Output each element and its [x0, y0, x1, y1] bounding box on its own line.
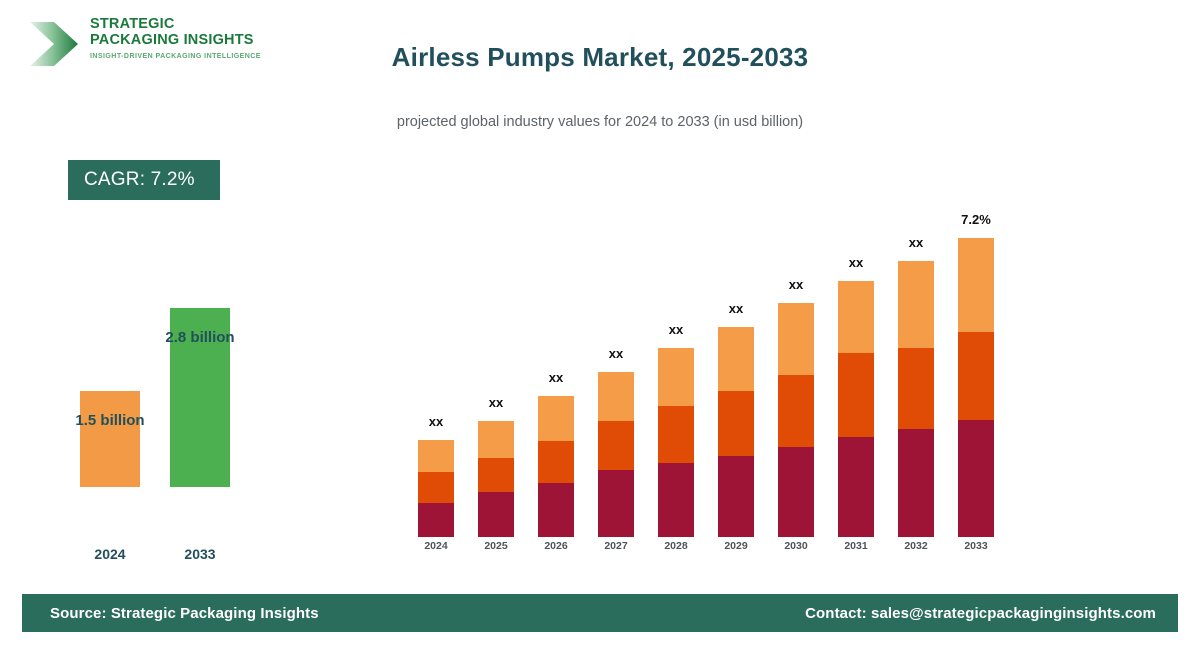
stack-segment-segment-top-2032 [898, 261, 934, 348]
stacked-year-label-2026: 2026 [544, 540, 568, 552]
brand-tagline: INSIGHT-DRIVEN PACKAGING INTELLIGENCE [90, 53, 261, 60]
stack-segment-segment-top-2028 [658, 348, 694, 406]
comparison-bar-2024 [80, 391, 140, 487]
stacked-data-label-2028: xx [668, 322, 684, 337]
cagr-badge: CAGR: 7.2% [68, 160, 220, 200]
stacked-bar-2024 [418, 440, 454, 537]
stack-segment-segment-bottom-2030 [778, 447, 814, 537]
stack-segment-segment-top-2029 [718, 327, 754, 391]
stacked-data-label-2033: 7.2% [961, 212, 991, 227]
stacked-bar-2028 [658, 348, 694, 537]
comparison-bar-chart: 1.5 billion 2024 2.8 billion 2033 [0, 0, 300, 600]
brand-name-line2: PACKAGING INSIGHTS [90, 32, 254, 48]
stack-segment-segment-middle-2024 [418, 472, 454, 503]
stacked-year-label-2033: 2033 [964, 540, 988, 552]
comparison-bar-2033 [170, 308, 230, 487]
stacked-bar-2027 [598, 372, 634, 537]
comparison-year-label-2033: 2033 [184, 546, 216, 562]
stacked-data-label-2027: xx [608, 346, 624, 361]
stacked-year-label-2024: 2024 [424, 540, 448, 552]
stacked-year-label-2028: 2028 [664, 540, 688, 552]
stack-segment-segment-bottom-2025 [478, 492, 514, 537]
stacked-bar-2031 [838, 281, 874, 537]
stack-segment-segment-middle-2026 [538, 441, 574, 483]
stack-segment-segment-bottom-2033 [958, 420, 994, 537]
stack-segment-segment-top-2027 [598, 372, 634, 421]
stack-segment-segment-middle-2031 [838, 353, 874, 437]
footer-source-text: Source: Strategic Packaging Insights [50, 604, 319, 622]
page-subtitle: projected global industry values for 202… [396, 114, 804, 130]
stack-segment-segment-top-2031 [838, 281, 874, 353]
stacked-bar-2030 [778, 303, 814, 537]
stacked-year-label-2031: 2031 [844, 540, 868, 552]
stack-segment-segment-top-2026 [538, 396, 574, 441]
stacked-year-label-2027: 2027 [604, 540, 628, 552]
stacked-bar-2033 [958, 238, 994, 537]
stacked-year-label-2025: 2025 [484, 540, 508, 552]
stacked-data-label-2029: xx [728, 301, 744, 316]
stack-segment-segment-middle-2029 [718, 391, 754, 456]
footer-contact-text: Contact: sales@strategicpackaginginsight… [805, 604, 1156, 622]
stack-segment-segment-middle-2028 [658, 406, 694, 463]
stacked-bar-2032 [898, 261, 934, 537]
stack-segment-segment-bottom-2032 [898, 429, 934, 537]
comparison-value-label-2024: 1.5 billion [75, 412, 145, 429]
stacked-data-label-2030: xx [788, 277, 804, 292]
brand-logo: STRATEGIC PACKAGING INSIGHTS INSIGHT-DRI… [28, 16, 261, 78]
stack-segment-segment-middle-2025 [478, 458, 514, 492]
brand-logo-text: STRATEGIC PACKAGING INSIGHTS INSIGHT-DRI… [90, 16, 261, 60]
stacked-bar-2026 [538, 396, 574, 537]
cagr-badge-label: CAGR: 7.2% [84, 169, 195, 190]
footer-bar: Source: Strategic Packaging Insights Con… [22, 594, 1178, 632]
stacked-bar-2029 [718, 327, 754, 537]
stack-segment-segment-top-2030 [778, 303, 814, 375]
stack-segment-segment-middle-2027 [598, 421, 634, 470]
stacked-year-label-2029: 2029 [724, 540, 748, 552]
comparison-year-label-2024: 2024 [94, 546, 126, 562]
stacked-bar-chart: xx 2024 xx 2025 xx 2026 xx 2027 xx 2028 xx 2029 xx 20… [418, 212, 994, 552]
stack-segment-segment-top-2024 [418, 440, 454, 472]
stacked-year-label-2030: 2030 [784, 540, 808, 552]
page-title: Airless Pumps Market, 2025-2033 [391, 42, 809, 72]
stack-segment-segment-bottom-2028 [658, 463, 694, 537]
stack-segment-segment-top-2025 [478, 421, 514, 458]
comparison-value-label-2033: 2.8 billion [165, 329, 235, 346]
stacked-data-label-2024: xx [428, 414, 444, 429]
stack-segment-segment-bottom-2027 [598, 470, 634, 537]
stacked-data-label-2031: xx [848, 255, 864, 270]
stacked-data-label-2026: xx [548, 370, 564, 385]
stack-segment-segment-top-2033 [958, 238, 994, 332]
stack-segment-segment-bottom-2029 [718, 456, 754, 537]
stack-segment-segment-bottom-2024 [418, 503, 454, 537]
stack-segment-segment-middle-2033 [958, 332, 994, 420]
stacked-data-label-2032: xx [908, 235, 924, 250]
stack-segment-segment-bottom-2031 [838, 437, 874, 537]
chevron-arrow-logo-icon [28, 18, 86, 70]
stacked-bar-2025 [478, 421, 514, 537]
stacked-data-label-2025: xx [488, 395, 504, 410]
stack-segment-segment-middle-2030 [778, 375, 814, 447]
stack-segment-segment-bottom-2026 [538, 483, 574, 537]
stack-segment-segment-middle-2032 [898, 348, 934, 429]
brand-name-line1: STRATEGIC [90, 16, 175, 32]
stacked-year-label-2032: 2032 [904, 540, 928, 552]
